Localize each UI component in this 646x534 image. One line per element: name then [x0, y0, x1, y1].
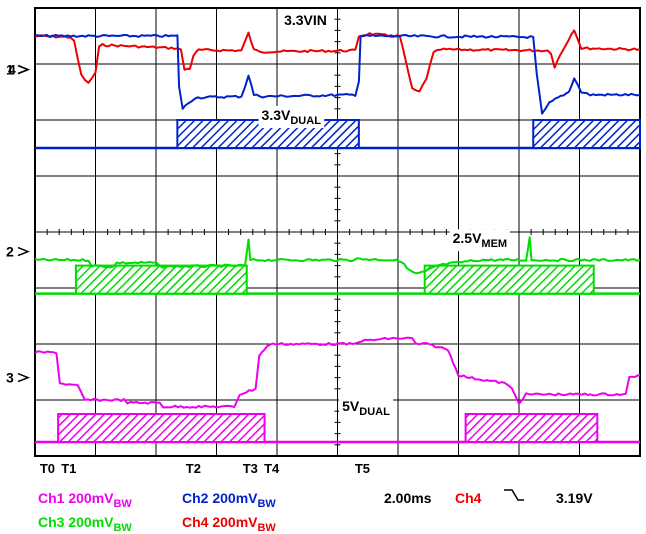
waveform-traces: [34, 29, 641, 409]
ground-marker-2: 2: [6, 244, 14, 260]
gate-segment: [464, 413, 599, 443]
ground-marker-arrow: [17, 64, 31, 75]
ground-marker-arrow: [17, 246, 31, 257]
ground-marker-1: 1: [6, 62, 14, 78]
ch1-setting: Ch1 200mVBW: [38, 490, 132, 510]
ch3-setting: Ch3 200mVBW: [38, 514, 132, 534]
annotation-label: 2.5VMEM: [453, 230, 507, 250]
time-marker-t4: T4: [264, 461, 280, 476]
annotation-bg: [339, 397, 394, 420]
ground-marker-3: 3: [6, 370, 14, 386]
timebase: 2.00ms: [384, 490, 432, 506]
trigger-source: Ch4: [455, 490, 482, 506]
gate-bars: [35, 119, 641, 444]
graticule: [34, 7, 641, 457]
ch2-setting: Ch2 200mVBW: [182, 490, 276, 510]
trace-ch4: [34, 29, 641, 93]
time-marker-t3: T3: [243, 461, 258, 476]
gate-segment: [57, 413, 266, 443]
ground-markers: 14 2 3: [6, 62, 31, 386]
time-marker-t0: T0: [40, 461, 55, 476]
gate-segment: [423, 264, 595, 295]
time-marker-t5: T5: [355, 461, 370, 476]
time-markers: T0 T1 T2 T3 T4 T5: [40, 461, 370, 476]
signal-annotations: 3.3VIN 3.3VDUAL 2.5VMEM 5VDUAL: [258, 10, 511, 420]
ground-marker-4: 4: [8, 62, 16, 78]
time-marker-t2: T2: [186, 461, 201, 476]
annotation-label: 3.3VDUAL: [262, 107, 322, 127]
trigger-level: 3.19V: [556, 490, 593, 506]
trace-ch3: [34, 236, 641, 275]
annotation-label: 5VDUAL: [342, 398, 390, 418]
trace-ch2: [35, 33, 641, 115]
annotation-label: 3.3VIN: [284, 12, 327, 28]
trigger-slope-icon: [502, 486, 526, 507]
annotation-bg: [281, 10, 330, 29]
annotation-bg: [258, 106, 325, 128]
trace-ch1: [34, 336, 641, 409]
gate-segment: [532, 119, 641, 149]
annotation-bg: [449, 229, 511, 252]
ground-marker-arrow: [17, 372, 31, 383]
time-marker-t1: T1: [61, 461, 76, 476]
gate-segment: [74, 264, 248, 295]
ch4-setting: Ch4 200mVBW: [182, 514, 276, 534]
